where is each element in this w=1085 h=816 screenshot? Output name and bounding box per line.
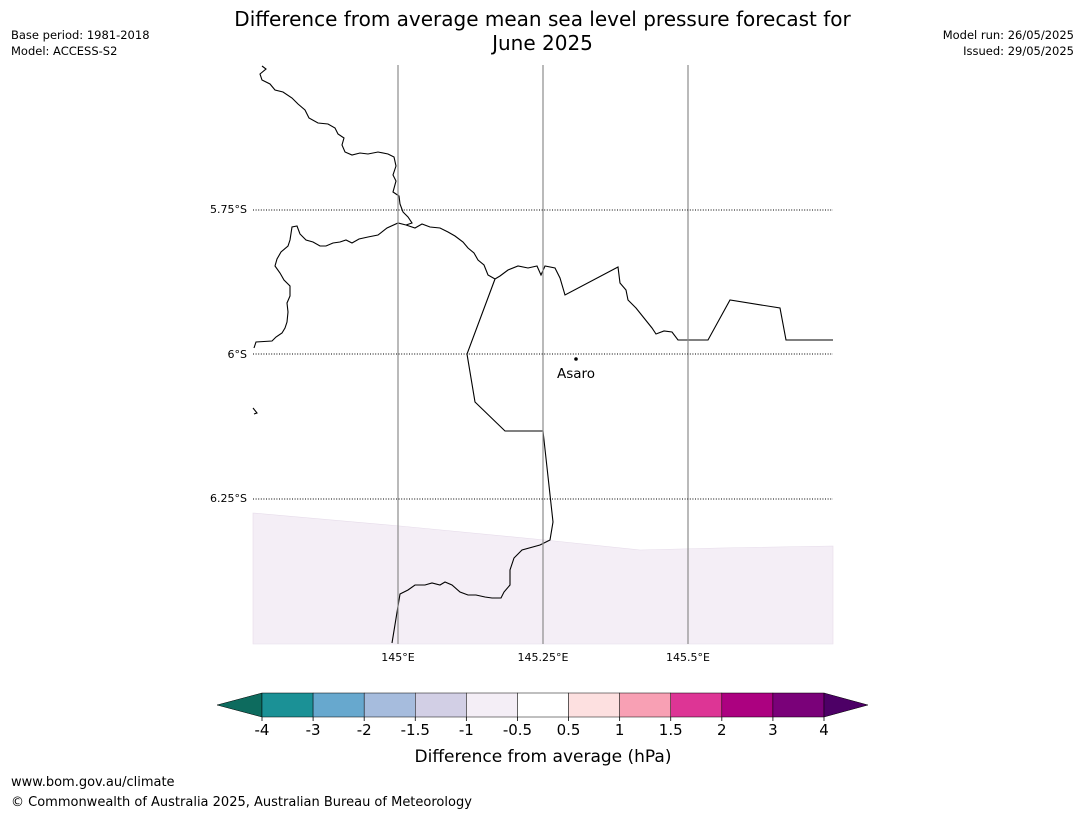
colorbar-tick-label: 4 [819,721,829,739]
base-period: Base period: 1981-2018 [11,28,150,42]
colorbar-tick-label: -2 [357,721,372,739]
colorbar-segment [517,692,569,718]
lat-label-5-75S: 5.75°S [210,203,247,216]
colorbar-ticks: -4 -3 -2 -1.5 -1 -0.5 0.5 1 1.5 2 3 4 [255,717,829,739]
colorbar-segment [261,692,314,718]
coast-fragment [252,407,258,415]
lon-label-145-25E: 145.25°E [518,651,569,664]
colorbar-segment [415,692,467,718]
colorbar-segment [772,692,825,718]
meridians [397,65,689,644]
colorbar-segment [568,692,620,718]
colorbar-low-extend [216,692,263,718]
title-line-1: Difference from average mean sea level p… [234,7,851,31]
colorbar-tick-label: 1.5 [659,721,683,739]
colorbar-high-extend [823,692,869,718]
colorbar-tick-label: 0.5 [557,721,581,739]
colorbar-segment [363,692,416,718]
colorbar-tick-label: -4 [255,721,270,739]
colorbar-tick-label: -1 [459,721,474,739]
parallels [253,209,833,500]
map-area: Asaro 5.75°S 6°S 6.25°S 145°E 145.25°E 1… [210,65,834,664]
colorbar: -4 -3 -2 -1.5 -1 -0.5 0.5 1 1.5 2 3 4 Difference fr… [216,692,869,767]
model-run: Model run: 26/05/2025 [942,28,1074,42]
chart-title: Difference from average mean sea level p… [0,7,1085,55]
colorbar-tick-label: 2 [717,721,727,739]
asaro-marker [574,357,578,361]
asaro-label: Asaro [557,366,595,382]
colorbar-segment [312,692,365,718]
colorbar-segment [466,692,518,718]
lon-label-145E: 145°E [381,651,414,664]
footer-url: www.bom.gov.au/climate [11,775,175,790]
colorbar-label: Difference from average (hPa) [415,747,672,767]
colorbar-tick-label: -3 [306,721,321,739]
footer-copyright: © Commonwealth of Australia 2025, Austra… [11,795,472,810]
colorbar-tick-label: -0.5 [503,721,532,739]
base-info: Base period: 1981-2018 Model: ACCESS-S2 [11,27,150,59]
run-info: Model run: 26/05/2025 Issued: 29/05/2025 [943,27,1074,59]
coastline-east [405,223,833,341]
model-name: Model: ACCESS-S2 [11,44,118,58]
colorbar-segment [670,692,723,718]
colorbar-segments [261,692,825,718]
border-west-inland [391,278,554,644]
colorbar-tick-label: -1.5 [401,721,430,739]
coastline-middle [253,222,407,349]
lat-label-6-25S: 6.25°S [210,492,247,505]
title-line-2: June 2025 [492,31,593,55]
colorbar-segment [721,692,774,718]
colorbar-tick-label: 1 [615,721,625,739]
colorbar-tick-label: 3 [768,721,778,739]
coastline-north [259,65,413,226]
lat-label-6S: 6°S [228,348,247,361]
issued-date: Issued: 29/05/2025 [963,44,1074,58]
colorbar-segment [619,692,671,718]
lon-label-145-5E: 145.5°E [666,651,710,664]
